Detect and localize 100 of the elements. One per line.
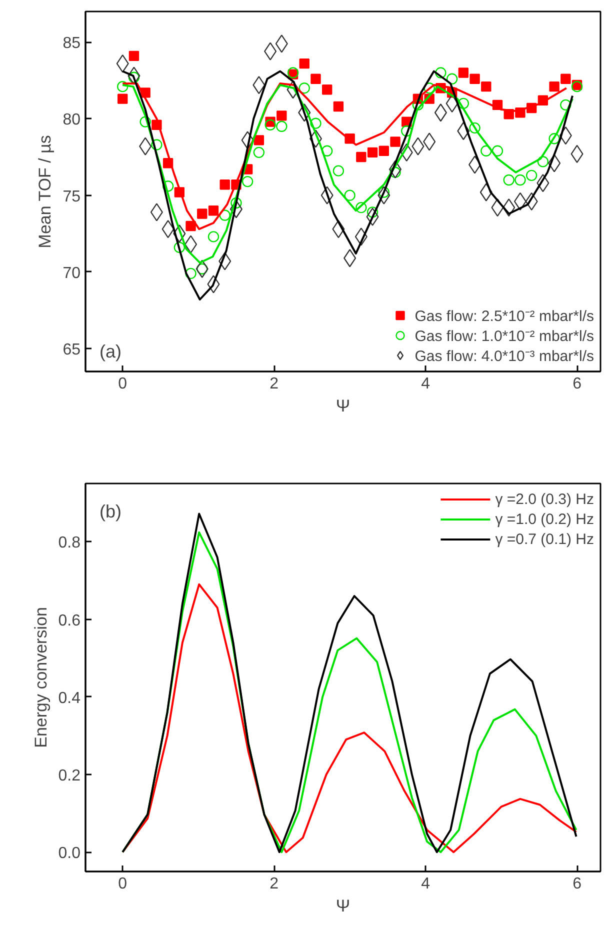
point — [185, 268, 196, 280]
x-tick-label: 4 — [421, 876, 430, 892]
point — [254, 135, 264, 146]
point — [446, 73, 458, 84]
point — [276, 120, 288, 132]
legend-label: γ =1.0 (0.2) Hz — [495, 510, 594, 528]
point — [298, 104, 311, 122]
point — [354, 228, 368, 246]
point — [117, 80, 128, 92]
point — [241, 131, 254, 150]
point — [514, 174, 526, 186]
point — [310, 74, 321, 84]
point — [197, 208, 208, 219]
legend-label: γ =2.0 (0.3) Hz — [495, 490, 594, 508]
y-tick-label: 0.6 — [58, 612, 81, 630]
x-tick-label: 6 — [572, 376, 582, 392]
point — [220, 180, 230, 190]
y-tick-label: 65 — [62, 342, 81, 359]
point — [412, 137, 424, 156]
point — [264, 42, 277, 60]
point — [388, 160, 402, 178]
point — [344, 249, 356, 268]
point — [150, 203, 163, 222]
point — [322, 84, 332, 95]
point — [118, 94, 128, 104]
point — [435, 67, 446, 78]
point — [208, 231, 220, 242]
point — [218, 252, 232, 270]
point — [286, 80, 300, 99]
x-tick-label: 4 — [421, 376, 430, 392]
point — [253, 146, 265, 158]
legend-label: Gas flow: 2.5*10⁻² mbar*l/s — [414, 307, 594, 325]
y-axis-title: Mean TOF / µs — [36, 135, 55, 248]
point — [481, 81, 492, 92]
point — [468, 156, 482, 174]
point — [434, 104, 447, 122]
point — [140, 116, 151, 128]
point — [333, 101, 344, 112]
y-tick-label: 75 — [62, 188, 81, 206]
point — [423, 132, 436, 151]
point — [549, 81, 560, 92]
point — [310, 118, 322, 129]
point — [242, 176, 254, 188]
point — [560, 99, 572, 111]
point — [128, 66, 140, 85]
y-tick-label: 85 — [62, 35, 81, 52]
point — [128, 50, 140, 62]
line-series — [122, 583, 578, 854]
annotation: (a) — [100, 342, 122, 362]
point — [184, 235, 198, 254]
point — [356, 152, 366, 162]
y-tick-label: 0.0 — [58, 845, 81, 862]
point — [412, 99, 424, 111]
point — [298, 82, 310, 94]
point — [378, 146, 389, 156]
point — [344, 190, 356, 201]
point — [378, 186, 390, 204]
point — [208, 206, 219, 216]
legend-label: Gas flow: 4.0*10⁻³ mbar*l/s — [414, 347, 594, 365]
x-axis-title: Ψ — [336, 896, 350, 916]
point — [320, 186, 334, 204]
point — [480, 145, 492, 156]
point — [151, 139, 162, 150]
point — [458, 68, 469, 78]
point — [537, 156, 549, 168]
legend-label: γ =0.7 (0.1) Hz — [495, 530, 594, 548]
point — [276, 110, 287, 121]
point — [367, 147, 378, 158]
point — [173, 224, 186, 243]
point — [526, 170, 538, 182]
point — [230, 197, 242, 209]
x-axis-title: Ψ — [336, 396, 350, 416]
point — [390, 136, 400, 147]
point — [548, 133, 560, 144]
point — [174, 242, 186, 254]
point — [503, 174, 514, 186]
point — [309, 130, 322, 148]
y-tick-label: 80 — [62, 112, 81, 129]
point — [299, 58, 310, 69]
point — [470, 74, 480, 84]
point — [548, 154, 561, 172]
legend-label: Gas flow: 1.0*10⁻² mbar*l/s — [414, 327, 594, 345]
point — [275, 34, 288, 53]
point — [560, 74, 571, 84]
point — [139, 137, 152, 156]
y-tick-label: 0.2 — [58, 768, 81, 784]
x-tick-label: 2 — [270, 876, 279, 892]
y-axis-title: Energy conversion — [31, 607, 50, 748]
x-tick-label: 0 — [118, 376, 128, 392]
point — [162, 180, 174, 192]
point — [264, 119, 276, 130]
point — [196, 260, 208, 278]
point — [332, 165, 344, 176]
point — [186, 220, 196, 232]
point — [492, 145, 504, 156]
x-tick-label: 6 — [572, 876, 582, 892]
y-tick-label: 0.8 — [58, 534, 81, 552]
x-tick-label: 0 — [118, 876, 128, 892]
y-tick-label: 0.4 — [58, 690, 81, 707]
point — [207, 275, 220, 294]
